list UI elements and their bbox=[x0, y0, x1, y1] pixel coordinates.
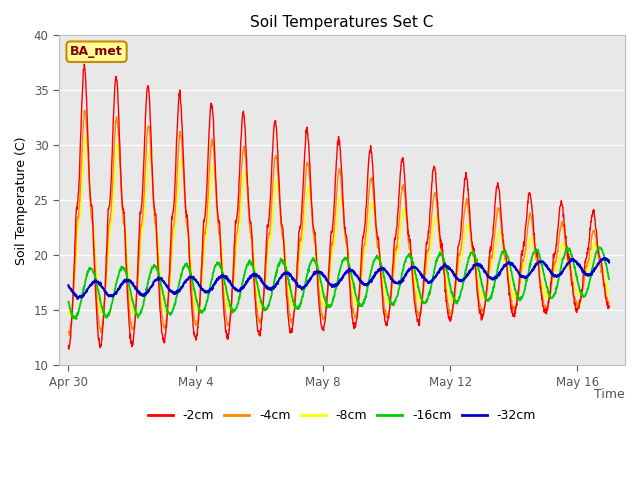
-2cm bbox=[347, 304, 355, 310]
-16cm bbox=[371, 257, 378, 263]
-2cm bbox=[65, 346, 72, 352]
Text: BA_met: BA_met bbox=[70, 45, 123, 58]
-2cm bbox=[65, 343, 72, 349]
-32cm bbox=[317, 269, 324, 275]
-32cm bbox=[605, 260, 613, 265]
-16cm bbox=[65, 299, 72, 305]
-2cm bbox=[371, 202, 379, 208]
-8cm bbox=[498, 235, 506, 241]
-4cm bbox=[605, 300, 613, 305]
-32cm bbox=[347, 268, 355, 274]
-8cm bbox=[605, 289, 613, 295]
-32cm bbox=[65, 282, 72, 288]
-2cm bbox=[164, 287, 172, 292]
-4cm bbox=[347, 289, 355, 295]
-16cm bbox=[164, 310, 172, 315]
-32cm bbox=[371, 273, 378, 278]
-4cm bbox=[371, 211, 379, 216]
-16cm bbox=[497, 252, 505, 258]
-4cm bbox=[317, 307, 325, 313]
-4cm bbox=[156, 273, 163, 279]
Line: -4cm: -4cm bbox=[68, 111, 609, 336]
-32cm bbox=[164, 285, 172, 290]
-16cm bbox=[317, 279, 324, 285]
-4cm bbox=[164, 294, 172, 300]
Legend: -2cm, -4cm, -8cm, -16cm, -32cm: -2cm, -4cm, -8cm, -16cm, -32cm bbox=[143, 405, 541, 427]
-2cm bbox=[81, 61, 88, 67]
-8cm bbox=[347, 274, 355, 280]
-2cm bbox=[498, 216, 506, 222]
Text: Time: Time bbox=[595, 388, 625, 401]
Y-axis label: Soil Temperature (C): Soil Temperature (C) bbox=[15, 136, 28, 264]
Line: -32cm: -32cm bbox=[68, 258, 609, 299]
-8cm bbox=[317, 290, 325, 296]
-16cm bbox=[347, 268, 355, 274]
-2cm bbox=[605, 303, 613, 309]
-2cm bbox=[317, 321, 325, 327]
-16cm bbox=[72, 316, 80, 322]
-4cm bbox=[65, 333, 73, 338]
-32cm bbox=[497, 267, 505, 273]
-4cm bbox=[81, 108, 89, 114]
-32cm bbox=[155, 277, 163, 283]
-8cm bbox=[65, 309, 72, 314]
Line: -2cm: -2cm bbox=[68, 64, 609, 349]
-8cm bbox=[65, 312, 73, 318]
Line: -16cm: -16cm bbox=[68, 247, 609, 319]
-4cm bbox=[65, 329, 72, 335]
-8cm bbox=[82, 134, 90, 140]
-32cm bbox=[74, 296, 81, 302]
-4cm bbox=[498, 227, 506, 233]
-8cm bbox=[164, 292, 172, 298]
Line: -8cm: -8cm bbox=[68, 137, 609, 315]
-16cm bbox=[595, 244, 603, 250]
-16cm bbox=[605, 276, 613, 282]
-2cm bbox=[156, 288, 163, 294]
-8cm bbox=[371, 215, 379, 221]
-32cm bbox=[600, 255, 608, 261]
-8cm bbox=[156, 254, 163, 260]
-16cm bbox=[155, 270, 163, 276]
Title: Soil Temperatures Set C: Soil Temperatures Set C bbox=[250, 15, 434, 30]
